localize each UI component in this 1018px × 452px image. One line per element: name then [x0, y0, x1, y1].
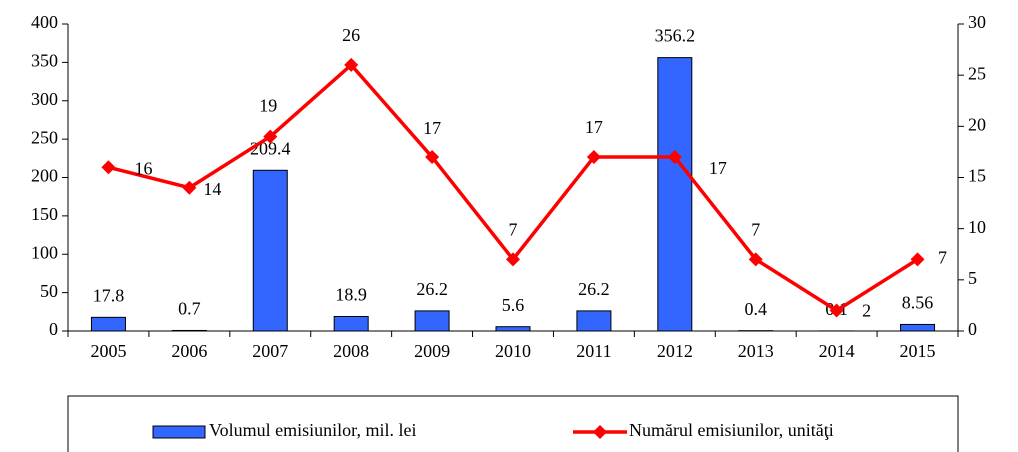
y-tick-label: 150 — [31, 204, 58, 224]
bar-value-label: 5.6 — [502, 295, 525, 315]
bar — [900, 323, 936, 332]
line-value-label: 2 — [862, 301, 871, 321]
x-tick-label: 2010 — [495, 341, 531, 361]
x-tick-label: 2007 — [252, 341, 288, 361]
bar-value-label: 26.2 — [578, 279, 610, 299]
bar-value-label: 17.8 — [93, 285, 125, 305]
bar — [576, 310, 612, 332]
line-marker — [829, 303, 844, 318]
y2-tick-label: 15 — [968, 166, 986, 186]
y-tick-label: 200 — [31, 166, 58, 186]
line-marker — [506, 252, 520, 267]
y2-tick-label: 30 — [968, 12, 986, 32]
line-marker — [101, 160, 116, 175]
x-tick-label: 2006 — [171, 341, 207, 361]
line-marker — [748, 252, 763, 267]
y-tick-label: 50 — [40, 281, 58, 301]
bar — [90, 316, 126, 332]
line — [108, 63, 919, 313]
bar-value-label: 8.56 — [902, 293, 934, 313]
line-value-label: 17 — [709, 158, 727, 178]
line-value-label: 19 — [259, 96, 277, 116]
legend-box — [67, 395, 959, 452]
bar-value-label: 26.2 — [416, 279, 448, 299]
legend-label: Volumul emisiunilor, mil. lei — [209, 420, 416, 440]
line-marker — [667, 150, 682, 165]
bar — [171, 329, 207, 332]
line-value-label: 7 — [509, 219, 518, 239]
line-value-label: 14 — [203, 179, 221, 199]
line-marker — [910, 252, 925, 267]
y-tick-label: 250 — [31, 127, 58, 147]
y-tick-label: 350 — [31, 51, 58, 71]
bar — [495, 326, 531, 332]
y2-tick-label: 10 — [968, 217, 986, 237]
x-tick-label: 2005 — [90, 341, 126, 361]
line-marker — [586, 150, 601, 165]
line-value-label: 17 — [423, 118, 441, 138]
y-tick-label: 400 — [31, 12, 58, 32]
y2-tick-label: 25 — [968, 63, 986, 83]
x-tick-label: 2015 — [900, 341, 936, 361]
line-value-label: 16 — [134, 158, 152, 178]
bar — [657, 57, 693, 332]
x-tick-label: 2009 — [414, 341, 450, 361]
x-tick-label: 2012 — [657, 341, 693, 361]
line-value-label: 7 — [938, 247, 947, 267]
bar — [333, 315, 369, 332]
x-tick-label: 2008 — [333, 341, 369, 361]
y2-tick-label: 5 — [968, 268, 977, 288]
y-tick-label: 100 — [31, 242, 58, 262]
x-tick-label: 2013 — [738, 341, 774, 361]
line-marker — [344, 57, 359, 72]
bar-value-label: 0.4 — [744, 299, 767, 319]
x-tick-label: 2014 — [819, 341, 855, 361]
bar-value-label: 18.9 — [335, 285, 367, 305]
bar — [252, 169, 288, 332]
line-value-label: 17 — [585, 117, 603, 137]
line-marker — [425, 150, 440, 165]
line-value-label: 7 — [751, 219, 760, 239]
legend-marker — [593, 425, 607, 439]
bar-value-label: 0.7 — [178, 299, 201, 319]
line-value-label: 26 — [342, 25, 360, 45]
y2-tick-label: 0 — [968, 319, 977, 339]
bar-value-label: 356.2 — [655, 26, 696, 46]
y-tick-label: 300 — [31, 89, 58, 109]
legend-swatch — [152, 425, 206, 439]
x-tick-label: 2011 — [576, 341, 611, 361]
bar — [414, 310, 450, 332]
y2-tick-label: 20 — [968, 114, 986, 134]
legend-label: Numărul emisiunilor, unităţi — [629, 420, 834, 440]
line-marker — [182, 180, 197, 195]
y-tick-label: 0 — [49, 319, 58, 339]
line-marker — [263, 129, 278, 144]
